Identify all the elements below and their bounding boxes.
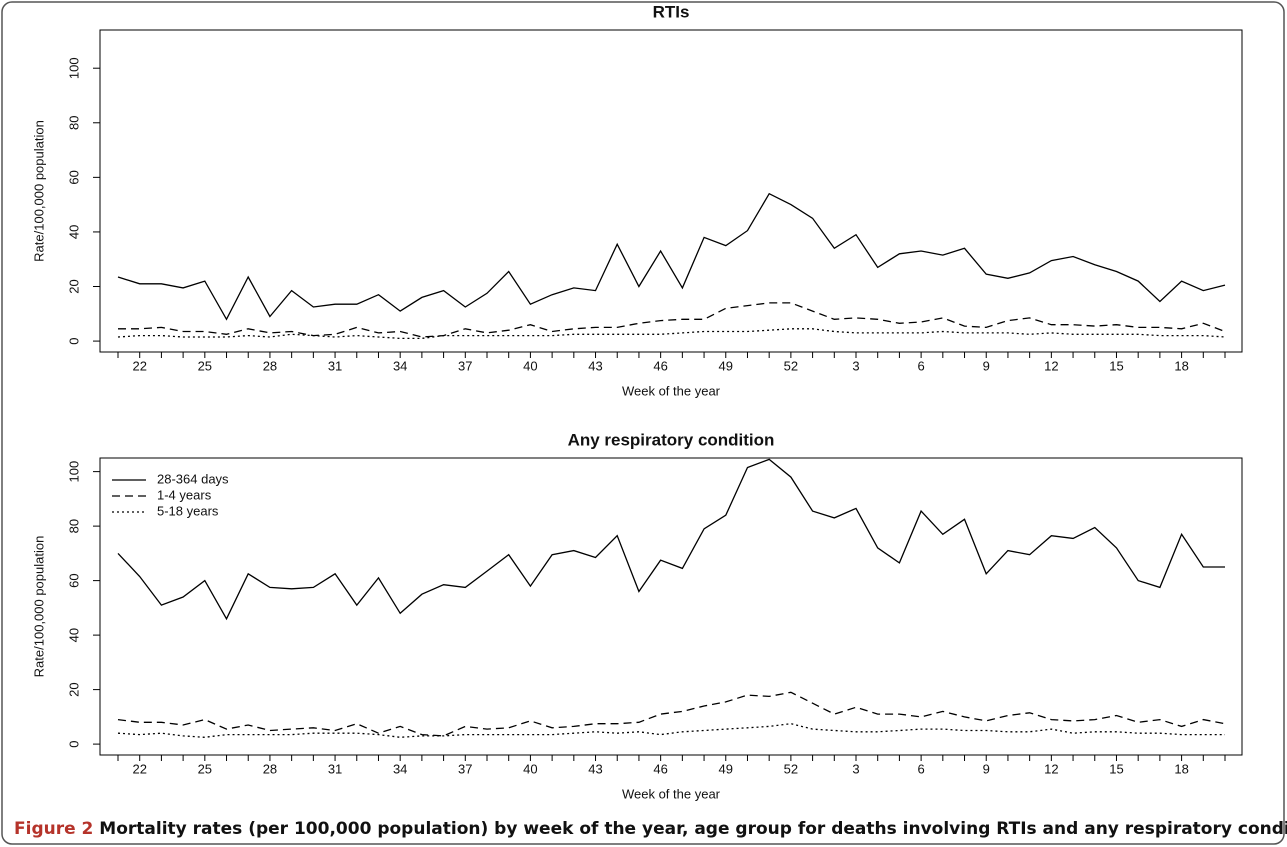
y-tick-label: 80 (66, 519, 81, 533)
x-tick-label: 49 (719, 761, 733, 776)
chart-title: RTIs (653, 2, 690, 21)
series-line (117, 691, 1226, 737)
x-tick-label: 43 (588, 358, 602, 373)
x-tick-label: 43 (588, 761, 602, 776)
x-tick-label: 12 (1044, 761, 1058, 776)
x-tick-label: 52 (784, 358, 798, 373)
x-tick-label: 6 (918, 358, 925, 373)
x-tick-label: 22 (132, 761, 146, 776)
x-tick-label: 28 (263, 761, 277, 776)
x-tick-label: 37 (458, 358, 472, 373)
y-axis-title: Rate/100,000 population (31, 536, 46, 678)
y-axis-title: Rate/100,000 population (31, 120, 46, 262)
y-tick-label: 80 (66, 116, 81, 130)
x-tick-label: 3 (852, 358, 859, 373)
x-tick-label: 9 (983, 358, 990, 373)
x-tick-label: 40 (523, 761, 537, 776)
x-tick-label: 34 (393, 761, 407, 776)
y-tick-label: 40 (66, 225, 81, 239)
x-tick-label: 49 (719, 358, 733, 373)
x-tick-label: 18 (1174, 358, 1188, 373)
x-tick-label: 28 (263, 358, 277, 373)
x-tick-label: 46 (653, 358, 667, 373)
caption: Figure 2 Mortality rates (per 100,000 po… (14, 819, 1287, 839)
x-tick-label: 34 (393, 358, 407, 373)
x-axis-title: Week of the year (622, 786, 721, 801)
x-tick-label: 37 (458, 761, 472, 776)
x-tick-label: 40 (523, 358, 537, 373)
y-tick-label: 20 (66, 682, 81, 696)
y-tick-label: 40 (66, 628, 81, 642)
x-tick-label: 52 (784, 761, 798, 776)
chart-title: Any respiratory condition (568, 430, 775, 449)
x-axis-title: Week of the year (622, 383, 721, 398)
x-tick-label: 25 (198, 761, 212, 776)
x-tick-label: 3 (852, 761, 859, 776)
y-tick-label: 60 (66, 573, 81, 587)
caption-label: Figure 2 (14, 819, 93, 839)
x-tick-label: 22 (132, 358, 146, 373)
x-tick-label: 31 (328, 358, 342, 373)
x-tick-label: 18 (1174, 761, 1188, 776)
plot-box (99, 29, 1243, 353)
x-tick-label: 15 (1109, 358, 1123, 373)
legend-label: 1-4 years (157, 487, 212, 502)
plot-box (99, 457, 1243, 756)
y-tick-label: 0 (66, 337, 81, 344)
x-tick-label: 15 (1109, 761, 1123, 776)
caption-text: Mortality rates (per 100,000 population)… (93, 819, 1287, 839)
legend-label: 28-364 days (157, 471, 229, 486)
series-line (117, 192, 1226, 321)
series-line (118, 302, 1226, 338)
y-tick-label: 100 (66, 461, 81, 483)
x-tick-label: 46 (653, 761, 667, 776)
series-line (117, 328, 1226, 340)
series-line (117, 723, 1225, 738)
series-line (117, 458, 1225, 621)
y-tick-label: 60 (66, 170, 81, 184)
x-tick-label: 6 (918, 761, 925, 776)
x-tick-label: 25 (198, 358, 212, 373)
x-tick-label: 31 (328, 761, 342, 776)
y-tick-label: 100 (66, 57, 81, 79)
y-tick-label: 20 (66, 279, 81, 293)
y-tick-label: 0 (66, 740, 81, 747)
legend-label: 5-18 years (157, 503, 219, 518)
x-tick-label: 9 (983, 761, 990, 776)
x-tick-label: 12 (1044, 358, 1058, 373)
